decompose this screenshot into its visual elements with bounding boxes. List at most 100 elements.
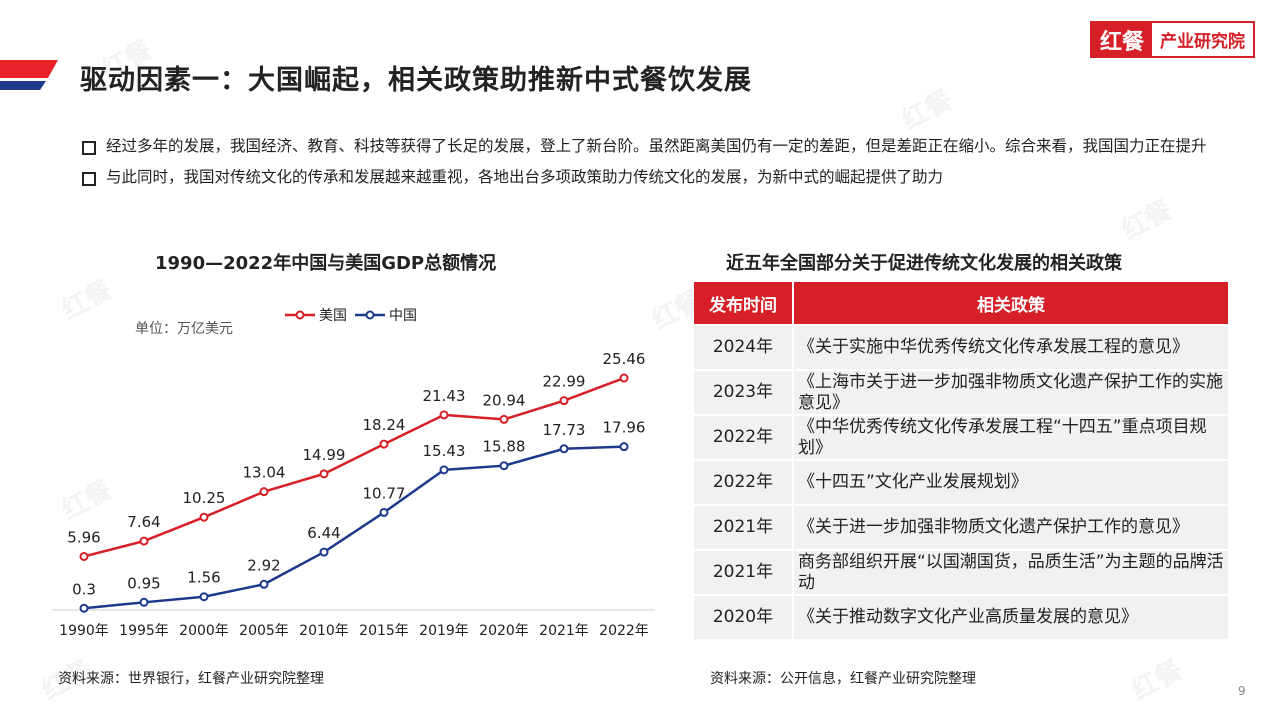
data-label: 10.77 bbox=[363, 484, 406, 502]
table-row: 2023年 《上海市关于进一步加强非物质文化遗产保护工作的实施意见》 bbox=[694, 371, 1228, 414]
x-tick-label: 2020年 bbox=[479, 623, 529, 639]
data-point bbox=[259, 579, 269, 589]
table-cell-policy: 商务部组织开展“以国潮国货，品质生活”为主题的品牌活动 bbox=[794, 551, 1228, 594]
data-label: 10.25 bbox=[183, 489, 226, 507]
square-bullet-icon bbox=[82, 141, 96, 155]
bullet-text: 与此同时，我国对传统文化的传承和发展越来越重视，各地出台多项政策助力传统文化的发… bbox=[106, 168, 944, 186]
table-cell-policy: 《关于推动数字文化产业高质量发展的意见》 bbox=[794, 596, 1228, 639]
legend-line-cn-icon bbox=[355, 310, 385, 320]
data-label: 0.95 bbox=[127, 574, 160, 592]
table-cell-date: 2024年 bbox=[694, 326, 794, 369]
table-cell-date: 2021年 bbox=[694, 506, 794, 549]
watermark: 红餐 bbox=[894, 80, 957, 137]
legend-line-us-icon bbox=[285, 310, 315, 320]
chart-unit-label: 单位：万亿美元 bbox=[135, 321, 233, 337]
table-row: 2024年 《关于实施中华优秀传统文化传承发展工程的意见》 bbox=[694, 326, 1228, 369]
watermark: 红餐 bbox=[1124, 650, 1187, 707]
data-point bbox=[439, 465, 449, 475]
series-line-0 bbox=[83, 376, 625, 558]
x-tick-label: 2015年 bbox=[359, 623, 409, 639]
square-bullet-icon bbox=[82, 172, 96, 186]
data-label: 6.44 bbox=[307, 524, 340, 542]
chart-legend: 美国 中国 bbox=[285, 305, 417, 325]
page-number: 9 bbox=[1238, 684, 1246, 698]
table-cell-date: 2022年 bbox=[694, 416, 794, 459]
table-source: 资料来源：公开信息，红餐产业研究院整理 bbox=[710, 671, 976, 687]
bullet-text: 经过多年的发展，我国经济、教育、科技等获得了长足的发展，登上了新台阶。虽然距离美… bbox=[106, 137, 1207, 155]
legend-label: 美国 bbox=[319, 308, 347, 324]
x-tick-label: 1995年 bbox=[119, 623, 169, 639]
x-tick-label: 2022年 bbox=[599, 623, 649, 639]
bullet-item: 经过多年的发展，我国经济、教育、科技等获得了长足的发展，登上了新台阶。虽然距离美… bbox=[80, 136, 1220, 157]
data-point bbox=[379, 507, 389, 517]
data-point bbox=[379, 439, 389, 449]
data-point bbox=[199, 512, 209, 522]
title-accent-bar bbox=[0, 60, 58, 90]
data-point bbox=[619, 373, 629, 383]
series-line-1 bbox=[83, 445, 625, 610]
table-cell-policy: 《关于进一步加强非物质文化遗产保护工作的意见》 bbox=[794, 506, 1228, 549]
data-label: 22.99 bbox=[543, 373, 586, 391]
page-title: 驱动因素一：大国崛起，相关政策助推新中式餐饮发展 bbox=[80, 65, 752, 96]
data-label: 20.94 bbox=[483, 391, 526, 409]
table-cell-date: 2023年 bbox=[694, 371, 794, 414]
data-point bbox=[499, 414, 509, 424]
legend-label: 中国 bbox=[389, 308, 417, 324]
data-label: 15.43 bbox=[423, 442, 466, 460]
data-point bbox=[559, 396, 569, 406]
data-point bbox=[439, 410, 449, 420]
data-label: 17.73 bbox=[543, 421, 586, 439]
brand-logo: 红餐 产业研究院 bbox=[1090, 21, 1256, 58]
data-label: 1.56 bbox=[187, 569, 220, 587]
policy-table: 发布时间 相关政策 2024年 《关于实施中华优秀传统文化传承发展工程的意见》 2… bbox=[694, 280, 1228, 641]
table-header: 发布时间 bbox=[694, 282, 794, 324]
data-point bbox=[559, 444, 569, 454]
gdp-line-chart: 1990年 1995年 2000年 2005年 2010年 2015年 2019年 2020年… bbox=[52, 350, 655, 639]
bullet-item: 与此同时，我国对传统文化的传承和发展越来越重视，各地出台多项政策助力传统文化的发… bbox=[80, 167, 1220, 188]
table-row: 2021年 商务部组织开展“以国潮国货，品质生活”为主题的品牌活动 bbox=[694, 551, 1228, 594]
x-tick-label: 1990年 bbox=[59, 623, 109, 639]
data-point bbox=[199, 592, 209, 602]
x-tick-label: 2005年 bbox=[239, 623, 289, 639]
table-cell-date: 2022年 bbox=[694, 461, 794, 504]
data-label: 5.96 bbox=[67, 528, 100, 546]
data-label: 2.92 bbox=[247, 556, 280, 574]
table-cell-date: 2020年 bbox=[694, 596, 794, 639]
table-cell-policy: 《中华优秀传统文化传承发展工程“十四五”重点项目规划》 bbox=[794, 416, 1228, 459]
chart-source: 资料来源：世界银行，红餐产业研究院整理 bbox=[58, 671, 324, 687]
logo-mark: 红餐 bbox=[1092, 23, 1153, 56]
table-cell-policy: 《上海市关于进一步加强非物质文化遗产保护工作的实施意见》 bbox=[794, 371, 1228, 414]
x-tick-label: 2021年 bbox=[539, 623, 589, 639]
table-cell-policy: 《十四五”文化产业发展规划》 bbox=[794, 461, 1228, 504]
x-tick-label: 2019年 bbox=[419, 623, 469, 639]
data-point bbox=[619, 442, 629, 452]
x-tick-label: 2010年 bbox=[299, 623, 349, 639]
data-label: 18.24 bbox=[363, 416, 406, 434]
data-point bbox=[259, 487, 269, 497]
table-row: 2022年 《中华优秀传统文化传承发展工程“十四五”重点项目规划》 bbox=[694, 416, 1228, 459]
x-tick-label: 2000年 bbox=[179, 623, 229, 639]
chart-title: 1990—2022年中国与美国GDP总额情况 bbox=[155, 253, 497, 274]
data-label: 15.88 bbox=[483, 438, 526, 456]
legend-item-us: 美国 bbox=[285, 305, 347, 325]
data-point bbox=[499, 461, 509, 471]
data-label: 14.99 bbox=[303, 446, 346, 464]
table-row: 2022年 《十四五”文化产业发展规划》 bbox=[694, 461, 1228, 504]
data-label: 21.43 bbox=[423, 387, 466, 405]
data-label: 13.04 bbox=[243, 464, 286, 482]
data-point bbox=[139, 597, 149, 607]
table-row: 2021年 《关于进一步加强非物质文化遗产保护工作的意见》 bbox=[694, 506, 1228, 549]
data-label: 25.46 bbox=[603, 350, 646, 368]
legend-item-cn: 中国 bbox=[355, 305, 417, 325]
data-point bbox=[79, 603, 89, 613]
table-cell-policy: 《关于实施中华优秀传统文化传承发展工程的意见》 bbox=[794, 326, 1228, 369]
bullet-list: 经过多年的发展，我国经济、教育、科技等获得了长足的发展，登上了新台阶。虽然距离美… bbox=[80, 136, 1220, 198]
data-label: 17.96 bbox=[603, 419, 646, 437]
watermark: 红餐 bbox=[1114, 190, 1177, 247]
data-point bbox=[319, 547, 329, 557]
data-point bbox=[139, 536, 149, 546]
table-cell-date: 2021年 bbox=[694, 551, 794, 594]
data-point bbox=[319, 469, 329, 479]
logo-text: 产业研究院 bbox=[1160, 32, 1246, 52]
table-header-row: 发布时间 相关政策 bbox=[694, 282, 1228, 324]
